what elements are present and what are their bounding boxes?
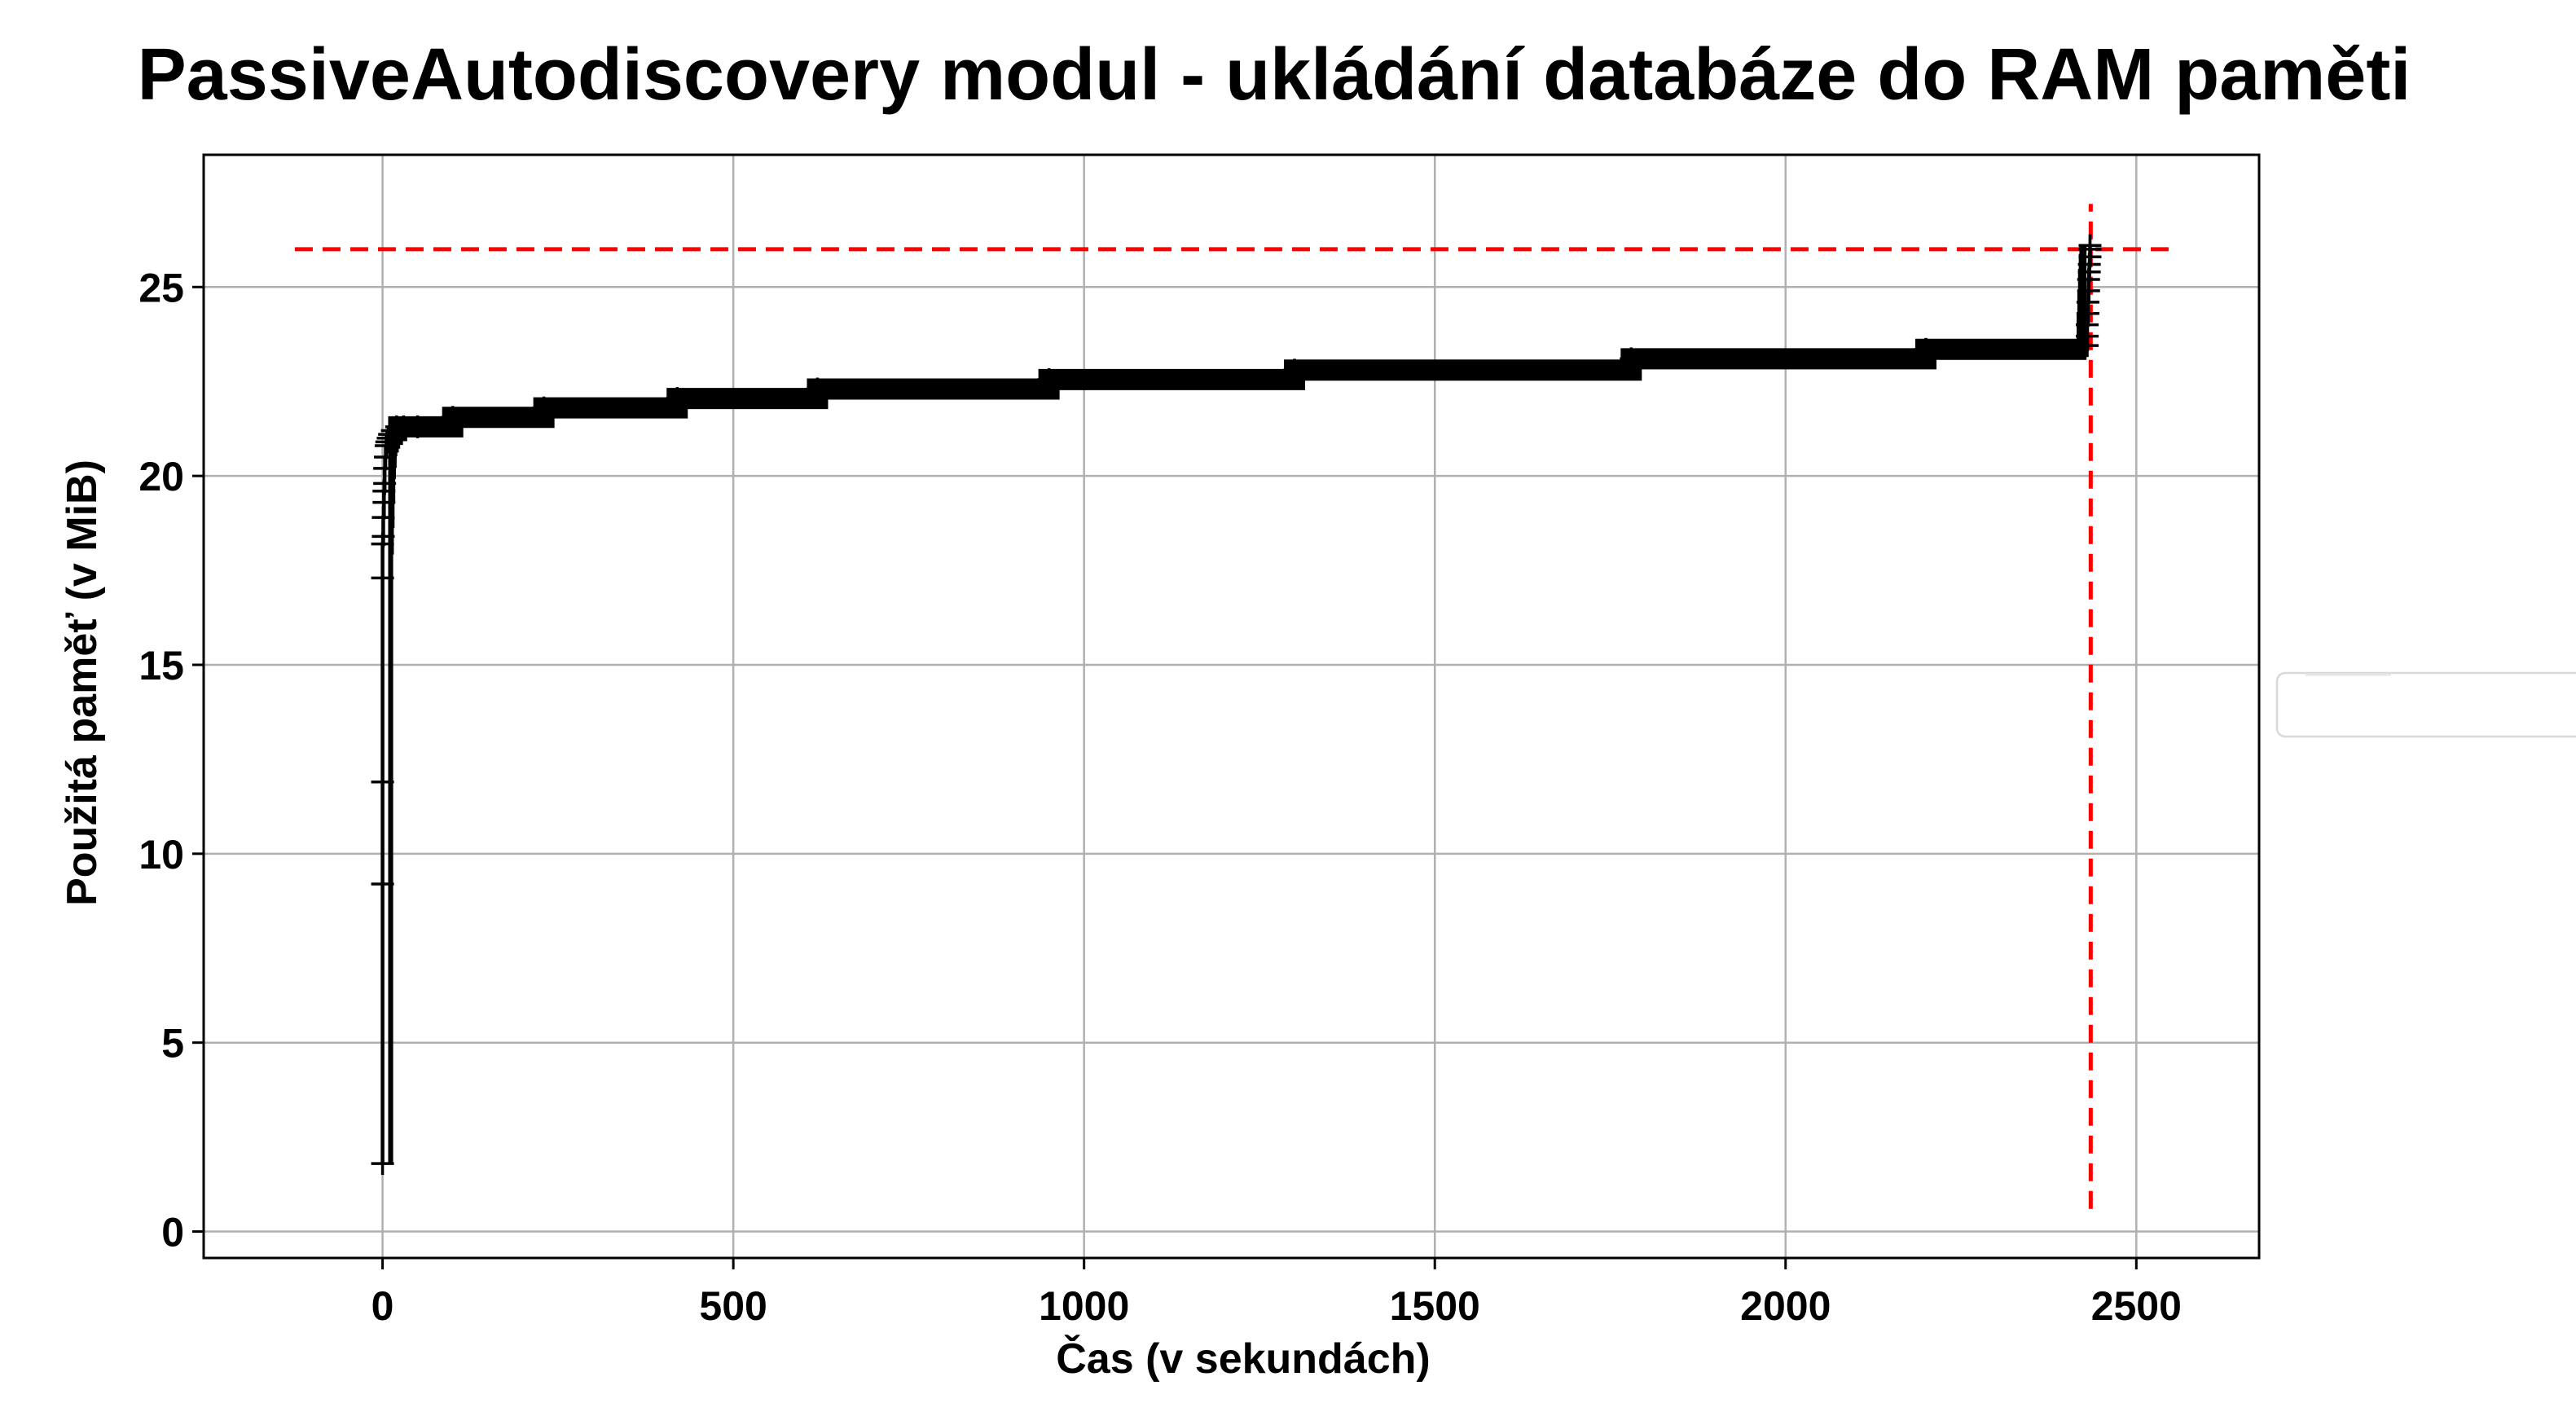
series-memory-usage	[371, 234, 2102, 1176]
data-point	[441, 406, 464, 429]
data-point	[806, 377, 829, 401]
y-tick-label: 5	[161, 1021, 184, 1067]
data-point	[371, 770, 394, 794]
axis-ticks: 0 500 1000 1500 2000 2500 0 5 10 15 20 25	[138, 265, 2182, 1329]
plot-frame	[202, 153, 2261, 1260]
x-tick-label: 2000	[1740, 1283, 1831, 1329]
data-point	[371, 1152, 394, 1176]
series-band	[388, 245, 2087, 1164]
data-point	[1282, 358, 1306, 382]
x-tick-label: 1000	[1039, 1283, 1129, 1329]
x-tick-label: 2500	[2091, 1283, 2182, 1329]
chart-title: PassiveAutodiscovery modul - ukládání da…	[138, 34, 2411, 116]
data-point	[406, 415, 429, 438]
y-tick-label: 25	[138, 265, 184, 310]
y-tick-label: 0	[161, 1210, 184, 1256]
legend-box	[2275, 671, 2576, 738]
data-point	[371, 566, 394, 590]
data-point	[1914, 337, 1937, 361]
y-axis-label: Použitá paměť (v MiB)	[59, 460, 106, 906]
x-tick-label: 1500	[1390, 1283, 1480, 1329]
data-point	[666, 387, 689, 411]
y-tick-label: 15	[138, 643, 184, 688]
data-point	[1620, 347, 1643, 371]
reference-lines	[294, 204, 2175, 1209]
x-axis-label: Čas (v sekundách)	[1056, 1335, 1431, 1383]
data-point	[1037, 367, 1061, 391]
y-tick-label: 20	[138, 454, 184, 499]
grid	[204, 155, 2259, 1258]
data-point	[532, 396, 556, 420]
data-point	[371, 872, 394, 895]
data-point	[2078, 234, 2102, 257]
y-tick-label: 10	[138, 832, 184, 877]
x-tick-label: 500	[699, 1283, 767, 1329]
legend	[2275, 671, 2576, 738]
x-tick-label: 0	[371, 1283, 394, 1329]
data-point	[380, 419, 404, 442]
